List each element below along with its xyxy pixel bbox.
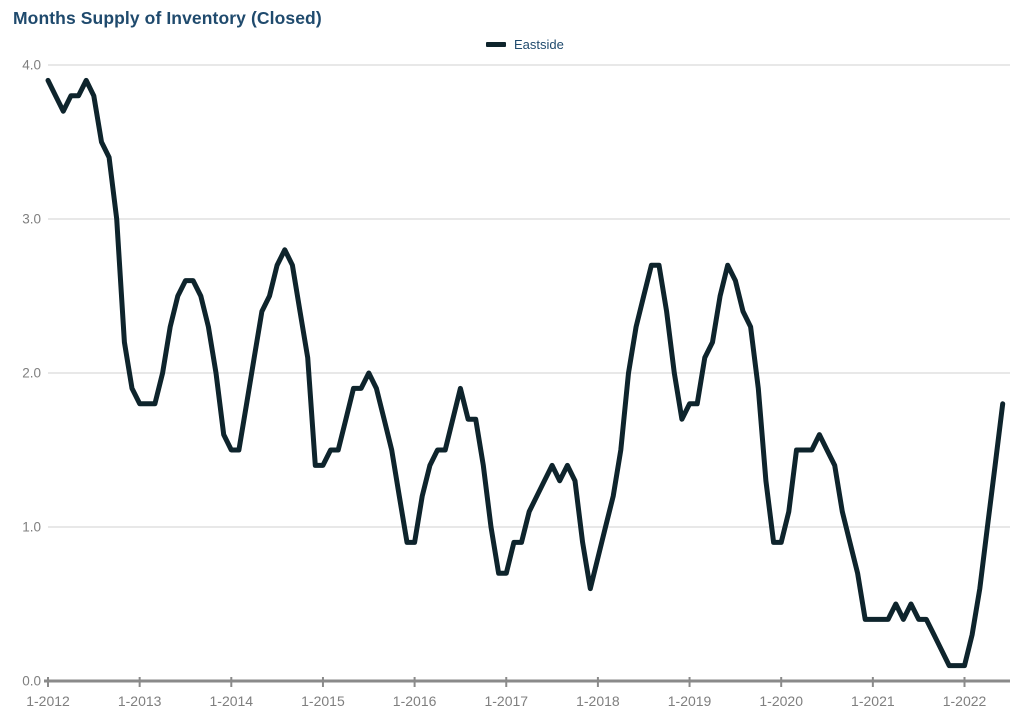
x-tick-label: 1-2019 — [668, 693, 712, 709]
y-tick-label: 3.0 — [22, 212, 41, 227]
series-line-eastside — [45, 77, 1006, 669]
x-tick-label: 1-2020 — [759, 693, 803, 709]
x-tick-label: 1-2021 — [851, 693, 895, 709]
y-tick-label: 0.0 — [22, 674, 41, 689]
y-tick-label: 1.0 — [22, 520, 41, 535]
x-tick-label: 1-2015 — [301, 693, 345, 709]
x-tick-label: 1-2018 — [576, 693, 620, 709]
x-tick-label: 1-2017 — [484, 693, 528, 709]
y-tick-label: 4.0 — [22, 58, 41, 73]
legend: Eastside — [486, 37, 564, 52]
legend-series-label: Eastside — [514, 37, 564, 52]
chart-title: Months Supply of Inventory (Closed) — [13, 8, 322, 28]
y-tick-label: 2.0 — [22, 366, 41, 381]
x-tick-label: 1-2016 — [393, 693, 437, 709]
x-tick-label: 1-2013 — [118, 693, 162, 709]
x-tick-label: 1-2012 — [26, 693, 70, 709]
x-tick-label: 1-2022 — [943, 693, 987, 709]
x-tick-label: 1-2014 — [210, 693, 254, 709]
legend-line-swatch — [486, 42, 506, 47]
